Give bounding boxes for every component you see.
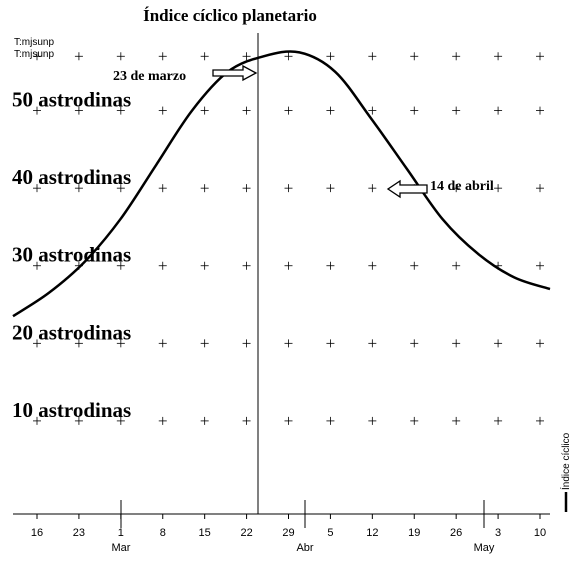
chart-title: Índice cíclico planetario (143, 6, 317, 25)
x-tick-label: 5 (327, 527, 333, 539)
top-left-label-2: T:mjsunp (14, 49, 54, 60)
annotation-label: 23 de marzo (113, 69, 186, 84)
y-level-label: 20 astrodinas (12, 320, 131, 344)
x-tick-label: 22 (240, 527, 252, 539)
x-tick-label: 1 (118, 527, 124, 539)
month-label-mar: Mar (112, 542, 131, 554)
x-tick-label: 3 (495, 527, 501, 539)
y-level-label: 30 astrodinas (12, 243, 131, 267)
y-level-label: 10 astrodinas (12, 398, 131, 422)
x-tick-label: 10 (534, 527, 546, 539)
series-line-indice-ciclico (12, 50, 551, 318)
top-left-label-1: T:mjsunp (14, 37, 54, 48)
legend: Índice cíclico (559, 432, 572, 512)
annotation-label: 14 de abril (430, 179, 494, 194)
y-level-label: 40 astrodinas (12, 165, 131, 189)
y-level-label: 50 astrodinas (12, 88, 131, 112)
y-level-labels: 50 astrodinas 40 astrodinas 30 astrodinas 2… (12, 88, 131, 422)
x-tick-label: 16 (31, 527, 43, 539)
x-tick-label: 23 (73, 527, 85, 539)
x-tick-label: 26 (450, 527, 462, 539)
x-tick-label: 15 (199, 527, 211, 539)
x-axis-ticks (36, 500, 541, 528)
month-label-abr: Abr (296, 542, 313, 554)
x-tick-label: 12 (366, 527, 378, 539)
month-label-may: May (474, 542, 495, 554)
legend-label: Índice cíclico (559, 432, 572, 490)
annotations: 23 de marzo 14 de abril (113, 64, 494, 199)
x-axis-tick-labels: 16 23 1 8 15 22 29 5 12 19 26 3 10 (31, 527, 546, 539)
x-tick-label: 29 (282, 527, 294, 539)
x-tick-label: 8 (160, 527, 166, 539)
annotation-arrow (386, 179, 428, 199)
annotation-arrow (212, 64, 258, 82)
grid-markers (33, 52, 544, 425)
x-tick-label: 19 (408, 527, 420, 539)
